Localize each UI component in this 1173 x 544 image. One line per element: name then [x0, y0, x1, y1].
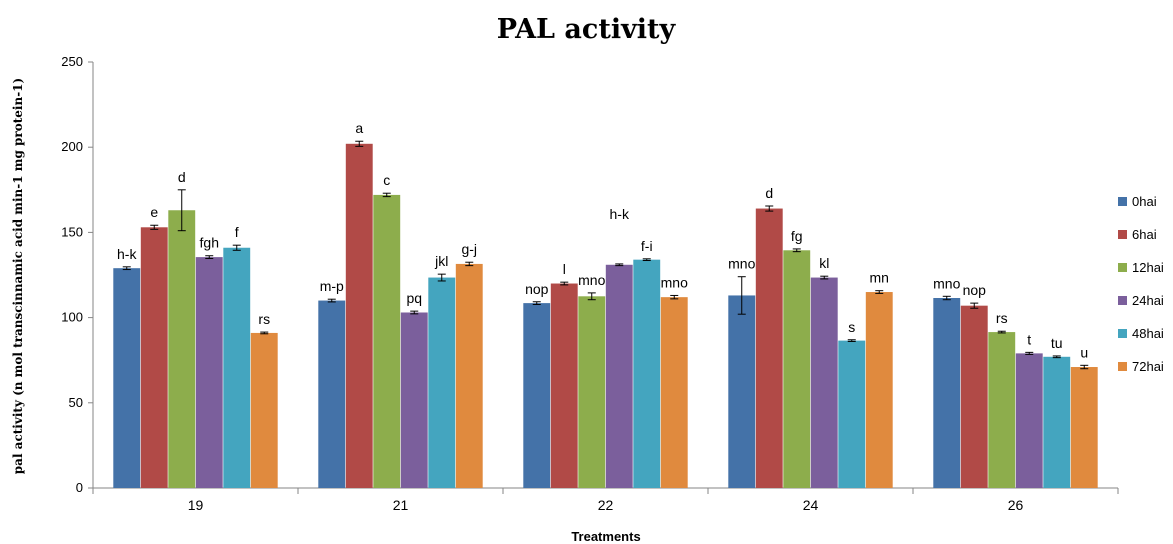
y-tick-label: 100	[61, 310, 83, 325]
data-label: f	[235, 224, 239, 240]
data-label: h-k	[610, 206, 630, 222]
y-tick-label: 150	[61, 224, 83, 239]
data-label: d	[178, 169, 186, 185]
legend-label: 6hai	[1132, 227, 1157, 242]
bar	[865, 292, 893, 488]
data-label: nop	[963, 282, 987, 298]
bar	[660, 297, 688, 488]
data-label: t	[1027, 331, 1031, 347]
bar	[1043, 356, 1071, 488]
y-tick-label: 200	[61, 139, 83, 154]
data-label: f-i	[641, 238, 653, 254]
bars: h-kedfghfrsm-pacpqjklg-jnoplmnoh-kf-imno…	[113, 120, 1098, 489]
bar	[523, 303, 551, 488]
data-label: mno	[661, 274, 688, 290]
data-label: c	[383, 172, 390, 188]
bar	[195, 257, 223, 488]
bar	[223, 247, 251, 488]
bar	[250, 332, 278, 488]
y-tick-label: 0	[76, 480, 83, 495]
data-label: jkl	[434, 253, 448, 269]
legend-label: 24hai	[1132, 293, 1164, 308]
data-label: s	[848, 319, 855, 335]
data-label: e	[150, 204, 158, 220]
bar	[783, 250, 811, 488]
bar	[933, 298, 961, 488]
bar	[633, 259, 661, 488]
bar	[728, 295, 756, 488]
bar	[455, 263, 483, 488]
x-tick-label: 21	[393, 497, 409, 513]
y-axis-title: pal activity (n mol transcinnamic acid m…	[11, 78, 25, 474]
legend-label: 48hai	[1132, 326, 1164, 341]
legend-swatch	[1118, 230, 1127, 239]
data-label: h-k	[117, 246, 137, 262]
data-label: l	[563, 261, 566, 277]
legend-swatch	[1118, 296, 1127, 305]
bar	[838, 340, 866, 488]
x-tick-label: 24	[803, 497, 819, 513]
legend-swatch	[1118, 263, 1127, 272]
bar	[988, 332, 1016, 488]
bar	[113, 268, 141, 488]
data-label: kl	[819, 255, 829, 271]
bar	[168, 210, 196, 489]
chart-title: PAL activity	[497, 14, 677, 45]
legend-swatch	[1118, 197, 1127, 206]
bar	[1015, 353, 1043, 488]
legend-label: 72hai	[1132, 359, 1164, 374]
bar	[550, 283, 578, 488]
data-label: rs	[996, 310, 1008, 326]
bar	[1070, 367, 1098, 488]
bar	[400, 312, 428, 488]
bar	[605, 264, 633, 488]
data-label: m-p	[320, 278, 344, 294]
bar	[578, 296, 606, 488]
x-axis-title: Treatments	[571, 529, 640, 544]
data-label: pq	[406, 290, 422, 306]
data-label: mn	[870, 270, 889, 286]
data-label: mno	[933, 275, 960, 291]
data-label: fgh	[200, 235, 219, 251]
bar	[345, 143, 373, 489]
x-tick-label: 26	[1008, 497, 1024, 513]
x-tick-label: 22	[598, 497, 614, 513]
data-label: a	[355, 120, 363, 136]
legend-swatch	[1118, 362, 1127, 371]
bar	[755, 208, 783, 488]
legend-swatch	[1118, 329, 1127, 338]
bar	[140, 227, 168, 488]
data-label: mno	[578, 272, 605, 288]
bar	[960, 305, 988, 488]
data-label: d	[765, 185, 773, 201]
data-label: fg	[791, 228, 803, 244]
y-tick-label: 50	[69, 395, 83, 410]
data-label: tu	[1051, 335, 1063, 351]
data-label: nop	[525, 281, 549, 297]
data-label: mno	[728, 256, 755, 272]
legend-label: 0hai	[1132, 194, 1157, 209]
legend-label: 12hai	[1132, 260, 1164, 275]
bar	[810, 277, 838, 488]
bar	[318, 300, 346, 488]
data-label: u	[1080, 344, 1088, 360]
bar	[428, 277, 456, 488]
y-tick-label: 250	[61, 54, 83, 69]
x-tick-label: 19	[188, 497, 204, 513]
bar	[373, 194, 401, 489]
legend: 0hai 6hai 12hai 24hai 48hai 72hai	[1118, 194, 1164, 374]
data-label: rs	[258, 311, 270, 327]
data-label: g-j	[461, 241, 477, 257]
